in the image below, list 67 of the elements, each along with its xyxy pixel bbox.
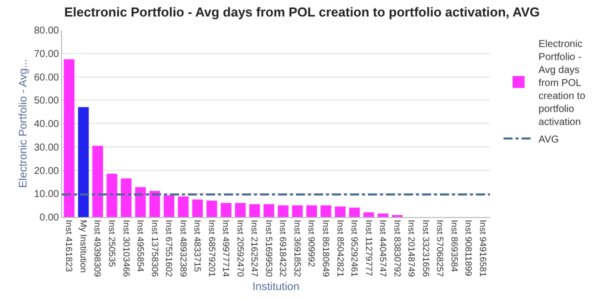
y-tick-label: 60.00 — [34, 72, 60, 84]
y-tick-label: 50.00 — [34, 96, 60, 107]
x-tick-label: Inst 83830792 — [392, 220, 402, 277]
x-tick-label: Inst 51699530 — [264, 220, 274, 277]
bar — [164, 195, 174, 217]
chart-title: Electronic Portfolio - Avg days from POL creation to portfolio activation, AVG — [64, 4, 540, 20]
x-tick-label: My Institution — [78, 220, 88, 273]
bar — [206, 200, 218, 217]
y-tick-label: 0.00 — [40, 212, 60, 224]
bar — [320, 205, 332, 217]
legend-label: AVG — [538, 134, 560, 146]
x-tick-label: Inst 13758306 — [150, 220, 160, 277]
bar — [264, 204, 274, 217]
y-tick-label: 20.00 — [34, 166, 60, 177]
x-tick-label: Inst 95292461 — [350, 220, 360, 277]
x-tick-label: Inst 69184232 — [278, 220, 288, 277]
x-tick-label: Inst 36918532 — [292, 220, 302, 277]
y-tick-label: 40.00 — [34, 119, 60, 130]
bar — [378, 213, 388, 217]
x-tick-label: Inst 57068257 — [435, 220, 446, 277]
bar — [234, 202, 246, 217]
bar — [363, 212, 374, 217]
x-tick-label: Inst 4833715 — [192, 220, 203, 272]
x-tick-label: Inst 20148749 — [406, 220, 417, 277]
bar — [120, 178, 132, 217]
bar — [192, 199, 203, 217]
x-tick-label: Inst 90811899 — [464, 220, 474, 276]
y-axis-title: Electronic Portfolio - Avg... — [18, 59, 30, 188]
bar — [78, 107, 89, 217]
bar — [334, 206, 346, 217]
x-tick-label: Inst 48932389 — [178, 220, 188, 277]
bar — [278, 205, 288, 217]
bar — [64, 59, 74, 217]
bar — [220, 202, 232, 217]
bar — [249, 204, 260, 217]
y-tick-label: 10.00 — [34, 189, 60, 200]
x-tick-label: Inst 250535 — [107, 220, 118, 267]
x-tick-label: Inst 86180649 — [321, 220, 332, 277]
bar — [292, 205, 303, 217]
x-tick-label: Inst 30103466 — [121, 220, 132, 277]
bar — [349, 208, 360, 217]
bar — [135, 187, 146, 217]
x-tick-label: Inst 11279777 — [364, 220, 374, 276]
y-tick-label: 70.00 — [34, 48, 60, 60]
x-tick-label: Inst 68579201 — [206, 220, 217, 277]
bar — [92, 146, 104, 217]
x-tick-label: Inst 85042821 — [335, 220, 346, 277]
bar — [306, 205, 318, 217]
x-tick-label: Inst 49977714 — [221, 220, 232, 277]
x-tick-label: Inst 909992 — [306, 220, 317, 267]
bar — [178, 196, 189, 217]
y-tick-label: 80.00 — [34, 26, 60, 36]
x-tick-label: Inst 4955854 — [136, 220, 146, 272]
x-tick-label: Inst 8693584 — [449, 220, 460, 272]
x-tick-label: Inst 21625247 — [250, 220, 260, 277]
x-tick-label: Inst 67551602 — [164, 220, 174, 277]
x-tick-label: Inst 44045747 — [378, 220, 388, 277]
bar — [149, 190, 160, 217]
x-tick-label: Inst 94916581 — [478, 220, 488, 277]
x-tick-label: Inst 4161823 — [64, 220, 74, 272]
x-tick-label: Inst 49398309 — [92, 220, 103, 277]
bar — [106, 174, 118, 217]
x-axis-title: Institution — [252, 281, 300, 294]
x-tick-label: Inst 20592470 — [235, 220, 246, 277]
y-tick-label: 30.00 — [34, 142, 60, 154]
x-tick-label: Inst 33231656 — [420, 220, 431, 277]
legend-label: Electronic Portfolio - Avg days from POL creation to portfolio activation — [538, 38, 586, 128]
